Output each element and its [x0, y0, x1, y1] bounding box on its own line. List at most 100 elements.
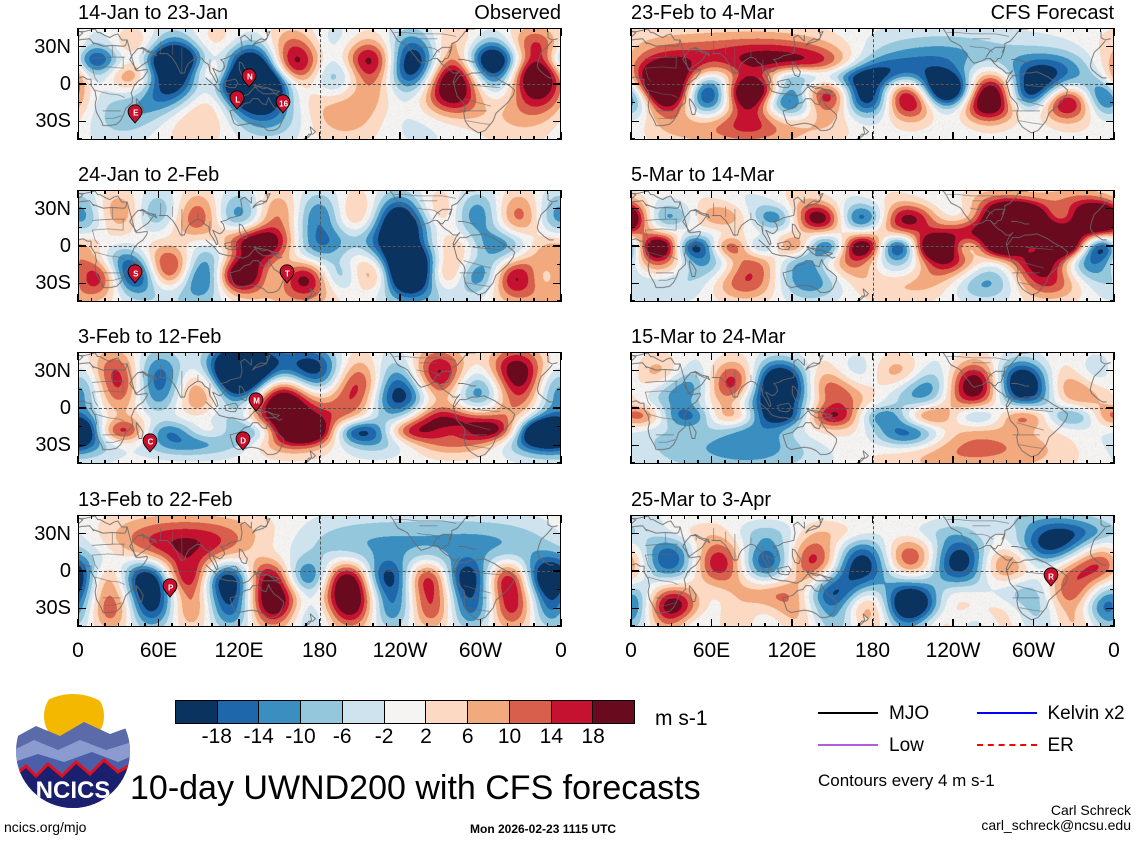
x-tick — [1099, 515, 1102, 519]
x-tick — [643, 460, 646, 464]
x-tick — [560, 619, 562, 627]
colorbar-tick-label: -6 — [332, 725, 352, 748]
site-link[interactable]: ncics.org/mjo — [4, 819, 87, 835]
x-tick — [372, 298, 374, 302]
colorbar-swatch — [468, 701, 510, 723]
x-tick — [1019, 460, 1021, 464]
colorbar-swatch — [342, 701, 385, 723]
x-tick — [493, 515, 495, 519]
x-tick — [533, 190, 535, 194]
x-tick — [1086, 190, 1088, 194]
x-tick — [305, 623, 307, 627]
x-tick — [479, 28, 482, 36]
x-tick — [831, 460, 833, 464]
x-tick — [1086, 515, 1088, 519]
x-axis-tick-label: 0 — [625, 639, 637, 662]
y-tick-minor — [78, 101, 82, 104]
x-tick — [844, 352, 847, 356]
x-tick — [938, 623, 941, 627]
x-tick — [912, 515, 914, 519]
x-tick — [697, 298, 699, 302]
x-tick — [452, 460, 455, 464]
x-tick — [77, 190, 79, 198]
x-tick — [831, 515, 833, 519]
x-tick — [630, 190, 632, 198]
y-tick-minor — [631, 425, 635, 428]
x-tick — [318, 515, 321, 523]
x-tick — [670, 623, 672, 627]
x-tick — [965, 515, 968, 519]
x-tick — [278, 352, 280, 356]
x-tick — [965, 136, 968, 140]
y-tick — [1106, 83, 1114, 85]
x-axis-tick-label: 60E — [692, 639, 731, 662]
x-tick — [291, 136, 294, 140]
x-tick — [630, 352, 632, 360]
x-tick — [710, 294, 713, 302]
x-tick — [90, 623, 93, 627]
x-tick — [858, 352, 860, 356]
x-tick — [925, 190, 927, 194]
x-tick — [1099, 190, 1102, 194]
y-tick-minor — [1110, 351, 1114, 354]
x-tick — [385, 623, 388, 627]
x-tick — [372, 352, 374, 356]
x-tick — [291, 190, 294, 194]
x-tick — [751, 28, 753, 32]
x-tick — [452, 28, 455, 32]
x-tick — [1032, 352, 1035, 360]
x-tick — [818, 460, 820, 464]
x-tick — [412, 190, 415, 194]
panel-title-fcst-4: 25-Mar to 3-Apr — [631, 489, 772, 511]
x-tick — [1046, 136, 1048, 140]
x-tick — [1113, 619, 1115, 627]
map-area-fcst-4: R — [631, 515, 1114, 627]
x-tick — [1059, 28, 1062, 32]
x-tick — [764, 515, 766, 519]
x-tick — [670, 460, 672, 464]
x-tick — [144, 352, 146, 356]
x-tick — [965, 298, 968, 302]
x-tick — [885, 298, 887, 302]
x-tick — [359, 190, 361, 194]
x-tick — [171, 515, 173, 519]
x-tick — [439, 460, 441, 464]
author-email[interactable]: carl_schreck@ncsu.edu — [981, 817, 1131, 833]
x-tick — [332, 460, 334, 464]
x-tick — [1099, 460, 1102, 464]
x-tick — [171, 136, 173, 140]
x-tick — [1073, 298, 1075, 302]
x-tick — [858, 136, 860, 140]
x-tick — [211, 190, 213, 194]
x-tick — [77, 352, 79, 360]
x-tick — [211, 352, 213, 356]
x-tick — [211, 515, 213, 519]
y-tick-minor — [1110, 226, 1114, 229]
x-tick — [426, 190, 428, 194]
x-tick — [844, 190, 847, 194]
x-tick — [493, 352, 495, 356]
colorbar-swatch — [426, 701, 469, 723]
x-tick — [520, 460, 522, 464]
x-tick — [157, 352, 160, 360]
y-tick-minor — [557, 263, 561, 266]
x-tick — [452, 623, 455, 627]
x-tick — [305, 298, 307, 302]
x-tick — [399, 515, 401, 523]
x-tick — [265, 460, 267, 464]
map-panel-obs-4: 13-Feb to 22-Feb P 30N 0 30S — [34, 490, 562, 627]
y-tick-minor — [78, 351, 82, 354]
colorbar-tick-label: -14 — [243, 725, 274, 748]
x-tick — [804, 623, 807, 627]
x-tick — [117, 136, 119, 140]
x-tick — [925, 298, 927, 302]
y-tick — [553, 607, 561, 610]
x-tick — [670, 352, 672, 356]
y-axis-label: 30S — [35, 597, 71, 620]
x-tick — [683, 28, 686, 32]
x-tick — [238, 456, 240, 464]
x-tick — [385, 460, 388, 464]
x-tick — [831, 352, 833, 356]
x-tick — [952, 619, 954, 627]
x-tick — [184, 352, 187, 356]
